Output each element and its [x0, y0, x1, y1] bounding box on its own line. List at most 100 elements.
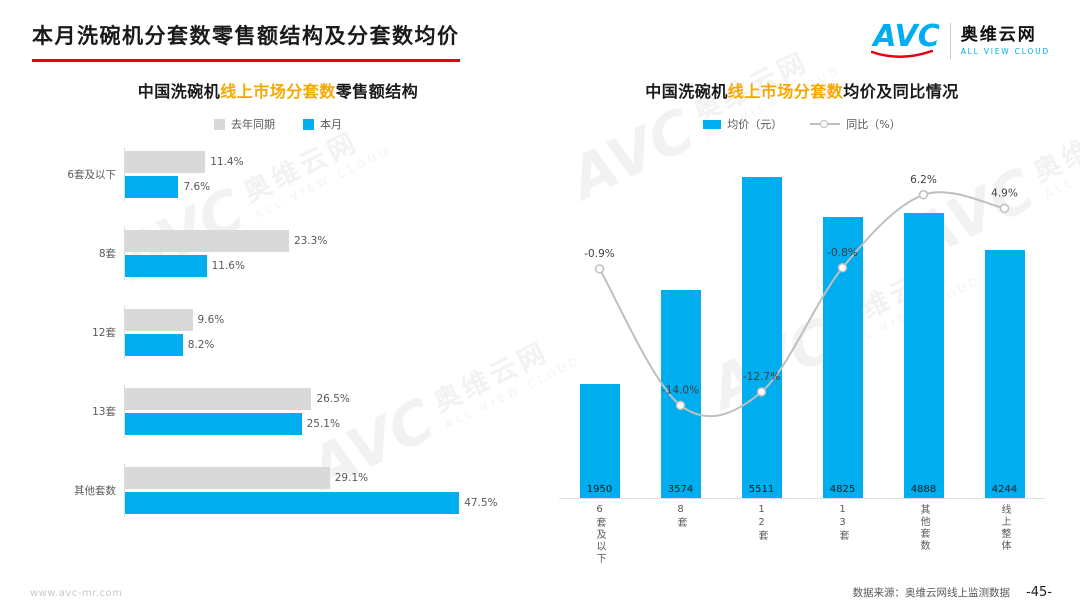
x-label-slot: 6套及以下	[559, 504, 640, 565]
bar-this-month	[125, 413, 302, 435]
value-label: 11.6%	[211, 260, 245, 272]
bar-slot: 1950	[559, 148, 640, 498]
value-label: 25.1%	[306, 418, 340, 430]
bar-slot: 5511	[721, 148, 802, 498]
value-label: 23.3%	[293, 235, 328, 247]
legend-item-price: 均价（元）	[703, 116, 782, 132]
legend-label: 均价（元）	[727, 118, 783, 131]
bar-group: 其他套数 29.1% 47.5%	[44, 464, 512, 517]
title-highlight: 线上市场分套数	[220, 82, 336, 101]
price-bar: 4888	[903, 213, 944, 498]
logo-cn-text: 奥维云网	[960, 24, 1037, 45]
price-bar: 3574	[660, 290, 701, 498]
x-label-slot: 8套	[640, 504, 721, 565]
price-bar: 5511	[741, 177, 782, 498]
x-label-slot: 12套	[721, 504, 802, 565]
bar-slot: 4888	[883, 148, 964, 498]
page-number: -45-	[1026, 585, 1052, 600]
avc-logo-swoosh-icon	[871, 50, 934, 58]
title-highlight: 线上市场分套数	[727, 82, 844, 101]
category-label: 其他套数	[74, 485, 116, 497]
bar-pair: 23.3% 11.6%	[124, 227, 512, 280]
legend-item-this-month: 本月	[303, 116, 342, 132]
vbar-columns: 1950 3574 5511 4825 4888 4244	[559, 148, 1045, 498]
logo-subtitle: 奥维云网 ALL VIEW CLOUD	[960, 24, 1050, 56]
legend-label: 本月	[320, 118, 342, 131]
bar-last-year	[125, 230, 289, 252]
x-axis-label: 12套	[756, 504, 767, 542]
bar-last-year	[125, 309, 193, 331]
footer-right: 数据来源：奥维云网线上监测数据 -45-	[853, 585, 1052, 600]
data-source: 数据来源：奥维云网线上监测数据	[852, 587, 1011, 599]
bar-value-label: 4244	[991, 484, 1018, 495]
charts-row: 中国洗碗机线上市场分套数零售额结构 去年同期 本月 6套及以下 11.4% 7.6%…	[0, 66, 1080, 565]
title-suffix: 均价及同比情况	[843, 82, 959, 101]
legend-bar-swatch	[703, 119, 722, 129]
bar-group: 12套 9.6% 8.2%	[44, 306, 512, 359]
bar-pair: 11.4% 7.6%	[124, 148, 512, 201]
left-chart-panel: 中国洗碗机线上市场分套数零售额结构 去年同期 本月 6套及以下 11.4% 7.6%…	[26, 66, 530, 565]
bar-pair: 26.5% 25.1%	[124, 385, 512, 438]
bar-pair: 9.6% 8.2%	[124, 306, 512, 359]
legend-label: 同比（%）	[846, 118, 901, 131]
bar-row: 25.1%	[125, 413, 512, 435]
category-label: 13套	[92, 406, 116, 418]
left-chart-legend: 去年同期 本月	[26, 116, 530, 132]
bar-value-label: 1950	[586, 484, 613, 495]
bar-group: 6套及以下 11.4% 7.6%	[44, 148, 512, 201]
legend-dot-icon	[820, 120, 829, 128]
category-label: 6套及以下	[67, 169, 116, 181]
page-title: 本月洗碗机分套数零售额结构及分套数均价	[32, 20, 460, 62]
x-axis-label: 8套	[675, 504, 686, 529]
value-label: 29.1%	[334, 472, 369, 484]
bar-this-month	[125, 176, 179, 198]
price-bar: 4825	[822, 217, 863, 498]
footer-url: www.avc-mr.com	[30, 588, 123, 599]
x-axis-label: 线上整体	[999, 504, 1010, 552]
right-chart-title: 中国洗碗机线上市场分套数均价及同比情况	[550, 78, 1054, 102]
value-label: 7.6%	[183, 181, 211, 193]
bar-this-month	[125, 334, 183, 356]
logo-divider	[949, 23, 951, 59]
header: 本月洗碗机分套数零售额结构及分套数均价 AVC 奥维云网 ALL VIEW CL…	[0, 0, 1080, 62]
x-label-slot: 其他套数	[883, 504, 964, 565]
x-label-slot: 13套	[802, 504, 883, 565]
bar-row: 7.6%	[125, 176, 512, 198]
avc-logo-text: AVC	[873, 19, 940, 54]
hbar-plot: 6套及以下 11.4% 7.6% 8套 23.3% 11.6% 12套 9.6% 8.2% 13套…	[44, 148, 512, 517]
value-label: 11.4%	[210, 156, 244, 168]
bar-last-year	[125, 388, 312, 410]
right-chart-panel: 中国洗碗机线上市场分套数均价及同比情况 均价（元） 同比（%） 1950 3574…	[550, 66, 1054, 565]
price-bar: 4244	[984, 250, 1025, 498]
bar-slot: 3574	[640, 148, 721, 498]
bar-value-label: 3574	[667, 484, 694, 495]
bar-last-year	[125, 151, 206, 173]
value-label: 8.2%	[187, 339, 215, 351]
bar-row: 29.1%	[125, 467, 512, 489]
category-label: 12套	[92, 327, 116, 339]
title-suffix: 零售额结构	[335, 82, 419, 101]
x-axis-label: 13套	[837, 504, 848, 542]
value-label: 47.5%	[464, 497, 498, 509]
bar-group: 8套 23.3% 11.6%	[44, 227, 512, 280]
bar-row: 8.2%	[125, 334, 512, 356]
legend-line-icon	[810, 120, 841, 128]
right-chart-legend: 均价（元） 同比（%）	[550, 116, 1054, 132]
x-label-slot: 线上整体	[964, 504, 1045, 565]
logo-en-text: ALL VIEW CLOUD	[960, 46, 1050, 56]
bar-row: 9.6%	[125, 309, 512, 331]
bar-pair: 29.1% 47.5%	[124, 464, 512, 517]
bar-row: 26.5%	[125, 388, 512, 410]
value-label: 26.5%	[316, 393, 350, 405]
bar-row: 23.3%	[125, 230, 512, 252]
x-axis-label: 6套及以下	[594, 504, 605, 565]
bar-group: 13套 26.5% 25.1%	[44, 385, 512, 438]
footer: www.avc-mr.com 数据来源：奥维云网线上监测数据 -45-	[30, 585, 1052, 600]
bar-value-label: 5511	[748, 484, 775, 495]
bar-value-label: 4888	[910, 484, 937, 495]
x-axis-labels: 6套及以下 8套 12套 13套 其他套数 线上整体	[559, 504, 1045, 565]
bar-row: 11.6%	[125, 255, 512, 277]
legend-item-yoy: 同比（%）	[810, 116, 901, 132]
category-label: 8套	[98, 248, 116, 260]
